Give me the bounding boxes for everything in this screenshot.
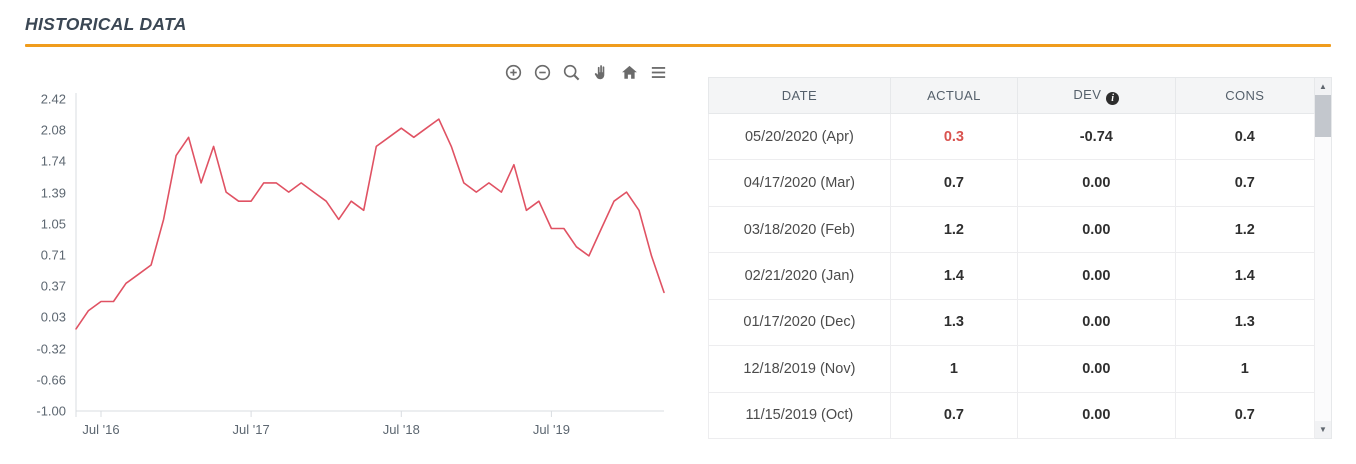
main-content: 2.42 2.08 1.74 1.39 1.05 0.71 0.37 0.03 -0.32 -0.…: [0, 47, 1356, 440]
column-header-date: DATE: [708, 77, 891, 114]
y-tick-label: -0.32: [36, 342, 66, 357]
column-header-actual: ACTUAL: [889, 77, 1019, 114]
cell-date: 11/15/2019 (Oct): [708, 391, 891, 440]
cell-actual: 1.3: [889, 298, 1019, 347]
x-tick-label: Jul '16: [82, 422, 119, 437]
cell-actual: 0.7: [889, 159, 1019, 207]
y-tick-label: 1.39: [41, 186, 66, 201]
cell-dev: 0.00: [1017, 298, 1176, 347]
y-tick-label: 0.37: [41, 279, 66, 294]
cell-cons: 0.4: [1174, 112, 1316, 161]
cell-cons: 1.4: [1174, 252, 1316, 300]
column-header-dev-label: DEV: [1073, 86, 1102, 102]
table-row: 02/21/2020 (Jan) 1.4 0.00 1.4: [708, 252, 1316, 300]
cell-cons: 1: [1174, 345, 1316, 393]
x-tick-label: Jul '18: [383, 422, 420, 437]
cell-cons: 1.2: [1174, 205, 1316, 254]
column-header-dev: DEV i: [1017, 77, 1176, 114]
historical-table: DATE ACTUAL DEV i CONS 05/20/2020 (Apr) 0.…: [708, 77, 1316, 440]
zoom-icon[interactable]: [561, 62, 581, 82]
cell-actual: 0.7: [889, 391, 1019, 440]
cell-cons: 1.3: [1174, 298, 1316, 347]
table-row: 12/18/2019 (Nov) 1 0.00 1: [708, 345, 1316, 393]
table-header-row: DATE ACTUAL DEV i CONS: [708, 77, 1316, 114]
y-tick-label: 0.03: [41, 310, 66, 325]
chart-panel: 2.42 2.08 1.74 1.39 1.05 0.71 0.37 0.03 -0.32 -0.…: [14, 61, 680, 439]
cell-date: 03/18/2020 (Feb): [708, 205, 891, 254]
table-scrollbar[interactable]: ▲ ▼: [1315, 77, 1332, 439]
cell-date: 12/18/2019 (Nov): [708, 345, 891, 393]
column-header-cons: CONS: [1174, 77, 1316, 114]
scrollbar-track[interactable]: [1315, 137, 1331, 421]
cell-dev: -0.74: [1017, 112, 1176, 161]
cell-dev: 0.00: [1017, 345, 1176, 393]
y-tick-label: 1.05: [41, 217, 66, 232]
pan-icon[interactable]: [590, 62, 610, 82]
cell-cons: 0.7: [1174, 391, 1316, 440]
y-tick-label: 0.71: [41, 248, 66, 263]
cell-dev: 0.00: [1017, 391, 1176, 440]
series-line: [75, 118, 665, 330]
cell-actual: 1.2: [889, 205, 1019, 254]
table-row: 05/20/2020 (Apr) 0.3 -0.74 0.4: [708, 112, 1316, 161]
x-tick-label: Jul '19: [533, 422, 570, 437]
cell-dev: 0.00: [1017, 159, 1176, 207]
cell-dev: 0.00: [1017, 252, 1176, 300]
scroll-down-icon[interactable]: ▼: [1315, 421, 1331, 438]
info-icon[interactable]: i: [1106, 91, 1120, 105]
section-header: HISTORICAL DATA: [0, 0, 1356, 47]
table-row: 04/17/2020 (Mar) 0.7 0.00 0.7: [708, 159, 1316, 207]
scrollbar-thumb[interactable]: [1315, 95, 1331, 137]
cell-actual: 0.3: [889, 112, 1019, 161]
x-tick-label: Jul '17: [233, 422, 270, 437]
cell-actual: 1.4: [889, 252, 1019, 300]
cell-dev: 0.00: [1017, 205, 1176, 254]
menu-icon[interactable]: [648, 62, 668, 82]
accent-divider: [25, 44, 1331, 47]
cell-date: 04/17/2020 (Mar): [708, 159, 891, 207]
y-tick-label: -1.00: [36, 404, 66, 419]
y-tick-label: 2.08: [41, 123, 66, 138]
cell-date: 02/21/2020 (Jan): [708, 252, 891, 300]
y-tick-label: 1.74: [41, 154, 66, 169]
table-row: 03/18/2020 (Feb) 1.2 0.00 1.2: [708, 205, 1316, 254]
table-panel: DATE ACTUAL DEV i CONS 05/20/2020 (Apr) 0.…: [708, 77, 1332, 440]
section-title: HISTORICAL DATA: [25, 14, 187, 34]
zoom-in-icon[interactable]: [503, 62, 523, 82]
cell-actual: 1: [889, 345, 1019, 393]
line-chart[interactable]: 2.42 2.08 1.74 1.39 1.05 0.71 0.37 0.03 -0.32 -0.…: [14, 85, 680, 439]
y-tick-label: -0.66: [36, 373, 66, 388]
cell-cons: 0.7: [1174, 159, 1316, 207]
table-row: 01/17/2020 (Dec) 1.3 0.00 1.3: [708, 298, 1316, 347]
y-tick-label: 2.42: [41, 92, 66, 107]
home-icon[interactable]: [619, 62, 639, 82]
table-row: 11/15/2019 (Oct) 0.7 0.00 0.7: [708, 391, 1316, 440]
cell-date: 01/17/2020 (Dec): [708, 298, 891, 347]
chart-modebar: [14, 61, 680, 83]
scroll-up-icon[interactable]: ▲: [1315, 78, 1331, 95]
zoom-out-icon[interactable]: [532, 62, 552, 82]
cell-date: 05/20/2020 (Apr): [708, 112, 891, 161]
